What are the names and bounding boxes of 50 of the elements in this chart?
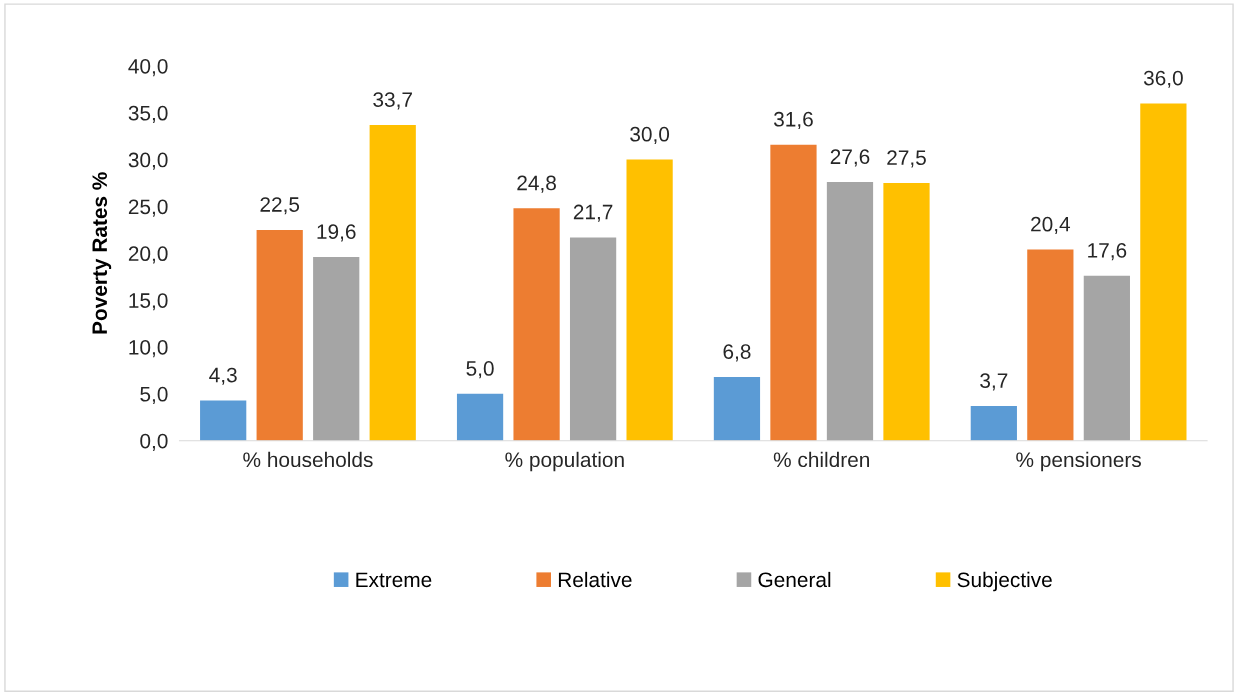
bar xyxy=(456,393,504,441)
legend-label: General xyxy=(758,571,831,588)
y-tick-label: 20,0 xyxy=(128,246,168,264)
legend-label: Relative xyxy=(558,571,632,588)
y-tick-label: 25,0 xyxy=(128,199,168,217)
y-tick-label: 0,0 xyxy=(140,433,168,451)
y-tick-label: 40,0 xyxy=(128,58,168,77)
data-label: 36,0 xyxy=(1143,70,1183,88)
bar xyxy=(826,182,874,441)
data-label: 31,6 xyxy=(773,111,813,130)
bar xyxy=(713,376,761,441)
data-label: 20,4 xyxy=(1031,216,1071,235)
data-label: 22,5 xyxy=(260,197,300,215)
y-tick-label: 35,0 xyxy=(128,105,168,123)
data-label: 5,0 xyxy=(466,361,494,379)
y-tick-label: 10,0 xyxy=(129,340,168,358)
x-tick-label: % pensioners xyxy=(1016,451,1141,472)
bar xyxy=(569,237,617,441)
data-label: 33,7 xyxy=(373,92,412,110)
x-tick-label: % households xyxy=(243,451,373,468)
bar xyxy=(1027,249,1074,441)
data-label: 27,6 xyxy=(830,149,870,167)
bar xyxy=(626,159,673,441)
y-tick-label: 30,0 xyxy=(128,152,168,170)
data-label: 4,3 xyxy=(209,367,237,385)
bar xyxy=(770,144,817,441)
bar xyxy=(369,124,416,441)
bar xyxy=(256,229,303,441)
y-axis-title: Poverty Rates % xyxy=(92,172,112,334)
y-tick-label: 15,0 xyxy=(129,293,168,311)
data-label: 24,8 xyxy=(517,175,556,193)
data-label: 27,5 xyxy=(887,150,926,168)
bar xyxy=(970,406,1017,441)
bar xyxy=(200,400,247,441)
bar xyxy=(883,183,930,441)
data-label: 6,8 xyxy=(723,344,751,362)
y-tick-label: 5,0 xyxy=(140,386,168,405)
data-label: 17,6 xyxy=(1088,243,1127,261)
x-tick-label: % population xyxy=(505,451,624,472)
bar xyxy=(1140,103,1187,441)
bar xyxy=(313,257,360,441)
data-label: 19,6 xyxy=(317,224,356,242)
data-label: 30,0 xyxy=(630,126,670,145)
legend-label: Subjective xyxy=(957,571,1052,592)
data-label: 21,7 xyxy=(573,204,613,222)
x-tick-label: % children xyxy=(773,451,870,468)
data-label: 3,7 xyxy=(980,373,1008,391)
bar xyxy=(513,208,560,441)
legend-label: Extreme xyxy=(356,572,432,588)
bar xyxy=(1083,275,1130,441)
